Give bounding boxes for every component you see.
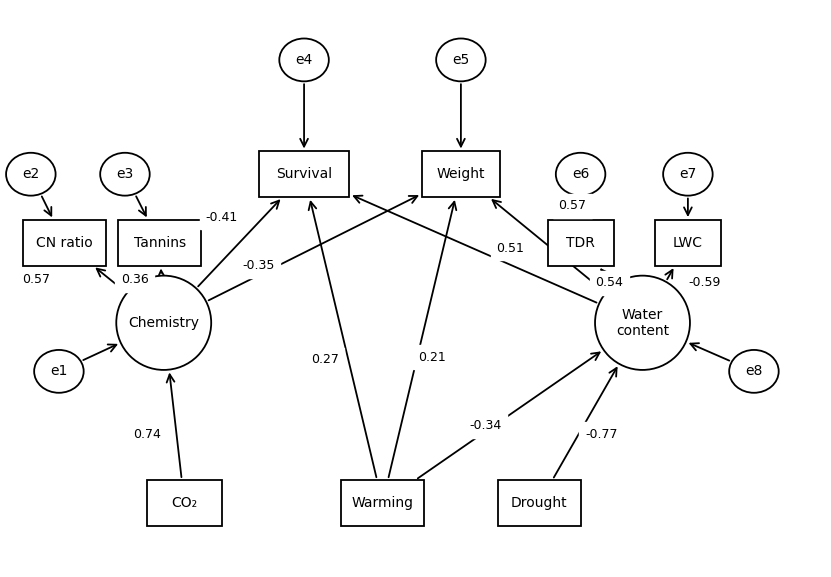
- Text: CN ratio: CN ratio: [37, 236, 93, 250]
- Text: 0.57: 0.57: [22, 273, 50, 286]
- Text: Tannins: Tannins: [134, 236, 185, 250]
- Ellipse shape: [556, 153, 605, 196]
- Ellipse shape: [34, 350, 84, 393]
- Text: e2: e2: [22, 167, 39, 181]
- Text: Weight: Weight: [436, 167, 485, 181]
- FancyBboxPatch shape: [655, 220, 721, 265]
- Text: TDR: TDR: [566, 236, 595, 250]
- Text: 0.57: 0.57: [558, 199, 587, 212]
- Text: Water
content: Water content: [616, 308, 669, 338]
- Text: -0.59: -0.59: [688, 276, 720, 289]
- FancyBboxPatch shape: [342, 480, 424, 526]
- Text: 0.21: 0.21: [418, 351, 446, 364]
- Text: e8: e8: [745, 364, 763, 379]
- Text: 0.27: 0.27: [311, 354, 339, 366]
- FancyBboxPatch shape: [23, 220, 106, 265]
- Ellipse shape: [279, 39, 329, 81]
- Ellipse shape: [595, 276, 690, 370]
- Text: LWC: LWC: [673, 236, 703, 250]
- FancyBboxPatch shape: [258, 151, 350, 197]
- Text: 0.54: 0.54: [596, 276, 623, 289]
- Text: e1: e1: [50, 364, 67, 379]
- Text: e6: e6: [572, 167, 589, 181]
- FancyBboxPatch shape: [498, 480, 581, 526]
- Text: 0.51: 0.51: [496, 242, 524, 255]
- FancyBboxPatch shape: [421, 151, 500, 197]
- FancyBboxPatch shape: [147, 480, 222, 526]
- Text: Chemistry: Chemistry: [128, 316, 199, 330]
- Text: -0.77: -0.77: [585, 428, 617, 441]
- Ellipse shape: [116, 276, 211, 370]
- Ellipse shape: [663, 153, 713, 196]
- Ellipse shape: [436, 39, 485, 81]
- Text: e5: e5: [452, 53, 470, 67]
- Text: -0.35: -0.35: [243, 259, 275, 272]
- Text: e7: e7: [679, 167, 696, 181]
- Text: CO₂: CO₂: [171, 496, 198, 510]
- Text: -0.34: -0.34: [470, 419, 502, 432]
- Text: 0.36: 0.36: [121, 273, 149, 286]
- Text: 0.74: 0.74: [133, 428, 161, 441]
- FancyBboxPatch shape: [548, 220, 613, 265]
- Text: e3: e3: [116, 167, 134, 181]
- Text: e4: e4: [296, 53, 312, 67]
- FancyBboxPatch shape: [118, 220, 201, 265]
- Ellipse shape: [101, 153, 150, 196]
- Text: Drought: Drought: [511, 496, 568, 510]
- Text: -0.41: -0.41: [205, 211, 238, 223]
- Text: Survival: Survival: [276, 167, 332, 181]
- Ellipse shape: [6, 153, 56, 196]
- Ellipse shape: [729, 350, 779, 393]
- Text: Warming: Warming: [352, 496, 414, 510]
